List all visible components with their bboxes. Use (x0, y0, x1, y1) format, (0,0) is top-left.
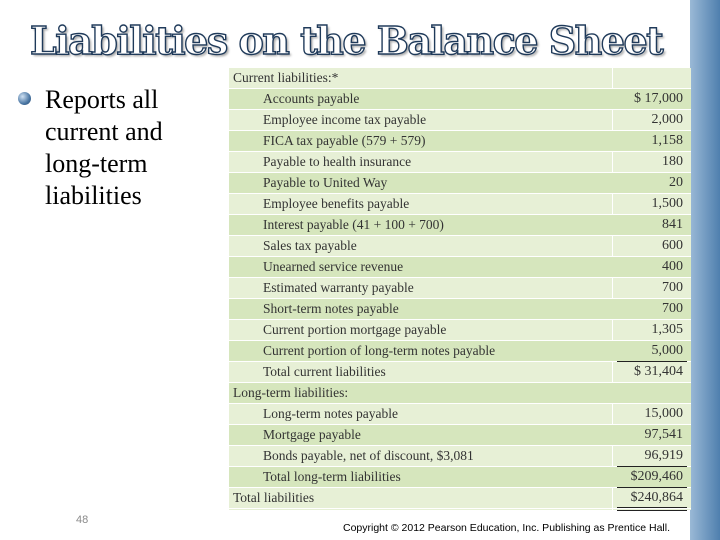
column-divider (612, 68, 613, 510)
table-row: Total long-term liabilities $209,460 (229, 467, 691, 488)
row-amount: $240,864 (630, 490, 684, 505)
row-label: Unearned service revenue (263, 259, 404, 274)
row-label: Current portion mortgage payable (263, 322, 447, 337)
row-amount: 1,158 (651, 133, 684, 148)
row-amount: 2,000 (651, 112, 684, 127)
row-label: Current portion of long-term notes payab… (263, 343, 496, 358)
page-number: 48 (76, 514, 89, 526)
row-amount: 20 (669, 175, 683, 190)
row-label: Employee benefits payable (263, 196, 410, 211)
double-underline (617, 510, 687, 511)
table-row: Accounts payable $ 17,000 (229, 89, 691, 110)
row-amount: 97,541 (644, 427, 684, 442)
table-row: Current liabilities:* (229, 68, 691, 89)
table-row: FICA tax payable (579 + 579) 1,158 (229, 131, 691, 152)
bullet-icon (18, 92, 31, 105)
slide-side-bar (690, 0, 720, 540)
row-label: Employee income tax payable (263, 112, 427, 127)
table-row: Employee income tax payable 2,000 (229, 110, 691, 131)
row-amount: $209,460 (630, 469, 684, 484)
row-label: Short-term notes payable (263, 301, 399, 316)
row-amount: 5,000 (651, 343, 684, 358)
table-row: Sales tax payable 600 (229, 236, 691, 257)
row-label: Total long-term liabilities (263, 469, 401, 484)
row-amount: 1,305 (651, 322, 684, 337)
row-amount: 15,000 (644, 406, 684, 421)
row-label: Payable to United Way (263, 175, 388, 190)
table-row: Mortgage payable 97,541 (229, 425, 691, 446)
total-underline (617, 487, 687, 488)
row-label: Estimated warranty payable (263, 280, 414, 295)
row-amount: 600 (662, 238, 683, 253)
row-amount: 841 (662, 217, 683, 232)
row-label: Long-term liabilities: (233, 385, 349, 400)
row-label: Long-term notes payable (263, 406, 398, 421)
row-label: Bonds payable, net of discount, $3,081 (263, 448, 474, 463)
row-label: Accounts payable (263, 91, 360, 106)
row-amount: 96,919 (644, 448, 684, 463)
copyright-footer: Copyright © 2012 Pearson Education, Inc.… (343, 522, 671, 534)
row-label: Mortgage payable (263, 427, 361, 442)
row-label: Payable to health insurance (263, 154, 412, 169)
table-row: Current portion mortgage payable 1,305 (229, 320, 691, 341)
subtotal-underline (617, 466, 687, 467)
table-row: Long-term liabilities: (229, 383, 691, 404)
row-amount: $ 17,000 (634, 91, 683, 106)
row-amount: 400 (662, 259, 683, 274)
table-row: Payable to health insurance 180 (229, 152, 691, 173)
table-row: Total liabilities $240,864 (229, 488, 691, 509)
table-row: Estimated warranty payable 700 (229, 278, 691, 299)
liabilities-table: Current liabilities:* Accounts payable $… (229, 68, 691, 511)
row-amount: 180 (662, 154, 683, 169)
table-row: Current portion of long-term notes payab… (229, 341, 691, 362)
bullet-text: Reports all current and long-term liabil… (45, 85, 163, 210)
row-amount: 1,500 (651, 196, 684, 211)
table-row: Bonds payable, net of discount, $3,081 9… (229, 446, 691, 467)
table-row: Short-term notes payable 700 (229, 299, 691, 320)
row-label: FICA tax payable (579 + 579) (263, 133, 426, 148)
row-label: Current liabilities:* (233, 70, 339, 85)
row-amount: 700 (662, 280, 683, 295)
row-amount: $ 31,404 (634, 364, 683, 379)
row-label: Total liabilities (233, 490, 315, 505)
row-label: Total current liabilities (263, 364, 386, 379)
row-amount: 700 (662, 301, 683, 316)
table-row: Unearned service revenue 400 (229, 257, 691, 278)
slide-title: Liabilities on the Balance Sheet (29, 18, 664, 63)
table-row: Total current liabilities $ 31,404 (229, 362, 691, 383)
subtotal-underline (617, 361, 687, 362)
table-row: Employee benefits payable 1,500 (229, 194, 691, 215)
table-row: Interest payable (41 + 100 + 700) 841 (229, 215, 691, 236)
row-label: Sales tax payable (263, 238, 357, 253)
row-label: Interest payable (41 + 100 + 700) (263, 217, 444, 232)
double-underline (617, 507, 687, 508)
table-row: Payable to United Way 20 (229, 173, 691, 194)
table-row: Long-term notes payable 15,000 (229, 404, 691, 425)
